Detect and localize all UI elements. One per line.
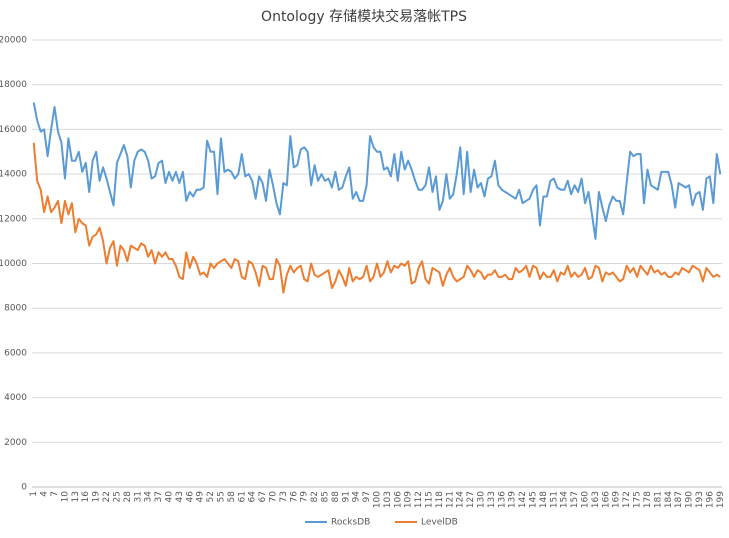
x-tick-label: 157 (570, 491, 580, 508)
x-tick-label: 25 (112, 491, 122, 502)
x-tick-label: 193 (695, 491, 705, 508)
x-tick-label: 28 (123, 491, 133, 503)
x-tick-label: 10 (60, 491, 70, 503)
x-tick-label: 154 (560, 491, 570, 508)
x-tick-label: 97 (362, 491, 372, 502)
x-tick-label: 124 (456, 491, 466, 508)
x-tick-label: 61 (237, 491, 247, 502)
x-tick-label: 112 (414, 491, 424, 508)
x-tick-label: 4 (40, 491, 50, 497)
x-tick-label: 136 (497, 491, 507, 508)
x-tick-label: 22 (102, 491, 112, 502)
x-tick-label: 160 (581, 491, 591, 508)
series-line (32, 102, 722, 240)
y-tick-label: 6000 (4, 348, 27, 358)
x-tick-label: 67 (258, 491, 268, 502)
x-tick-label: 199 (716, 491, 726, 508)
x-tick-label: 46 (185, 491, 195, 503)
x-tick-label: 91 (341, 491, 351, 502)
x-tick-label: 190 (685, 491, 695, 508)
x-tick-label: 127 (466, 491, 476, 508)
y-tick-label: 16000 (0, 125, 27, 135)
y-tick-label: 18000 (0, 80, 27, 90)
x-tick-label: 109 (404, 491, 414, 508)
x-tick-label: 166 (601, 491, 611, 508)
series-line (32, 142, 721, 294)
x-tick-label: 7 (50, 491, 60, 497)
x-tick-label: 94 (352, 491, 362, 503)
x-tick-label: 139 (508, 491, 518, 508)
x-tick-label: 115 (425, 491, 435, 508)
y-tick-label: 14000 (0, 170, 27, 180)
x-tick-label: 106 (393, 491, 403, 508)
legend-label: LevelDB (421, 518, 458, 528)
y-tick-label: 20000 (0, 36, 27, 46)
x-tick-label: 151 (549, 491, 559, 508)
x-tick-label: 145 (529, 491, 539, 508)
x-tick-label: 142 (518, 491, 528, 508)
x-tick-label: 79 (300, 491, 310, 503)
x-tick-label: 43 (175, 491, 185, 502)
x-tick-label: 103 (383, 491, 393, 508)
x-tick-label: 85 (320, 491, 330, 502)
x-tick-label: 1 (29, 491, 39, 497)
x-tick-label: 121 (445, 491, 455, 508)
legend-label: RocksDB (331, 518, 370, 528)
x-tick-label: 70 (268, 491, 278, 503)
y-tick-label: 2000 (4, 438, 27, 448)
y-tick-label: 0 (21, 483, 27, 493)
x-tick-label: 169 (612, 491, 622, 508)
x-tick-label: 172 (622, 491, 632, 508)
x-tick-label: 100 (373, 491, 383, 508)
x-tick-label: 31 (133, 491, 143, 502)
y-tick-label: 12000 (0, 214, 27, 224)
x-tick-label: 37 (154, 491, 164, 502)
x-tick-label: 52 (206, 491, 216, 502)
x-tick-label: 178 (643, 491, 653, 508)
x-tick-label: 163 (591, 491, 601, 508)
x-tick-label: 13 (71, 491, 81, 502)
y-tick-label: 4000 (4, 393, 27, 403)
x-tick-label: 73 (279, 491, 289, 502)
chart-title: Ontology 存储模块交易落帐TPS (261, 8, 467, 25)
x-tick-label: 58 (227, 491, 237, 503)
x-tick-label: 49 (196, 491, 206, 503)
x-tick-label: 118 (435, 491, 445, 508)
x-tick-label: 40 (164, 491, 174, 503)
x-tick-label: 130 (477, 491, 487, 508)
x-tick-label: 82 (310, 491, 320, 502)
x-tick-label: 76 (289, 491, 299, 503)
x-tick-label: 148 (539, 491, 549, 508)
x-tick-label: 196 (705, 491, 715, 508)
y-tick-label: 8000 (4, 304, 27, 314)
x-tick-label: 187 (674, 491, 684, 508)
x-tick-label: 175 (633, 491, 643, 508)
x-tick-label: 64 (248, 491, 258, 503)
x-tick-label: 16 (81, 491, 91, 503)
x-tick-label: 19 (92, 491, 102, 503)
x-tick-label: 184 (664, 491, 674, 508)
x-tick-label: 34 (144, 491, 154, 503)
x-tick-label: 133 (487, 491, 497, 508)
x-tick-label: 55 (216, 491, 226, 502)
y-tick-label: 10000 (0, 259, 27, 269)
x-tick-label: 88 (331, 491, 341, 503)
x-tick-label: 181 (653, 491, 663, 508)
